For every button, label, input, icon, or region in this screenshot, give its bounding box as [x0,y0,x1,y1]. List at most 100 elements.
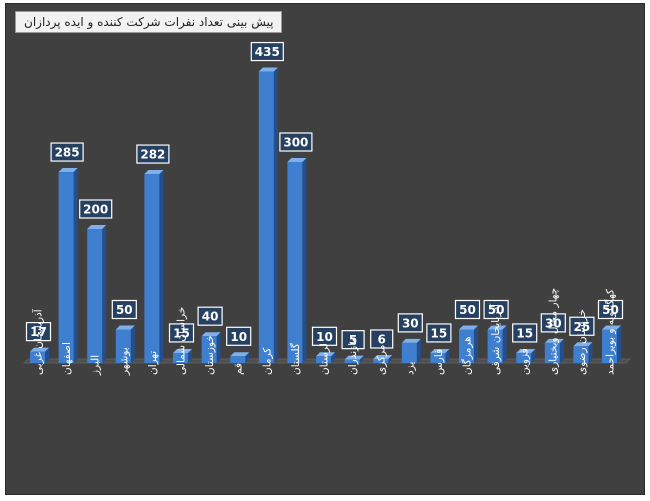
bar [201,336,217,363]
data-label: 50 [488,303,505,317]
bar-side [359,355,364,363]
bar-top [344,355,364,360]
data-label-box [341,330,365,350]
data-label: 30 [402,316,419,330]
data-label: 17 [30,325,47,339]
data-label-box [111,299,137,320]
data-label: 10 [230,330,247,344]
category-label: هرمزگان [461,336,474,375]
bar-side [245,352,250,363]
category-label: مازندران [347,337,359,375]
data-label: 50 [116,303,133,317]
bar [287,162,303,363]
bar-side [45,347,49,363]
data-label: 15 [173,326,190,340]
data-label: 15 [516,326,533,340]
chart-area: پیش بینی تعداد نفرات شرکت کننده و ایده پ… [5,3,645,495]
bar [487,329,503,363]
bar [87,229,103,363]
data-label-box [512,323,538,343]
data-label-box [250,41,284,62]
data-label-box [397,313,423,333]
bar-top [287,158,307,162]
category-label: مرکزی [376,345,388,375]
data-label-box [50,142,84,162]
data-label-box [311,326,338,346]
bar [516,352,532,363]
bar-top [30,347,49,352]
bar [459,329,474,363]
bar-side [531,348,536,363]
bar-top [459,325,478,330]
bar-top [487,325,507,330]
bar-top [115,325,135,330]
bar [115,329,131,363]
data-label-box [569,316,595,336]
bar-side [73,168,78,363]
bar [573,346,589,363]
category-label: قزوین [519,348,531,375]
category-label: آذربایجان غربی [32,308,45,375]
bar-top [602,325,621,330]
bar-side [445,348,450,363]
category-label: کرمان [261,348,273,375]
bar [430,352,446,363]
category-label: کهگیلویه و بویراحمد [604,289,617,375]
bar [602,329,617,363]
bar-side [102,225,107,363]
data-label: 10 [316,330,333,344]
data-label: 50 [459,303,476,317]
bar-side [302,158,307,363]
bar [144,174,160,363]
bar [316,356,331,363]
data-label-box [279,132,313,152]
data-label: 5 [349,333,357,347]
data-label-box [136,144,170,164]
bar-side [559,338,564,363]
bar-side [331,352,335,363]
data-label: 300 [283,136,308,150]
data-label-box [426,323,452,343]
bar [344,359,360,363]
bar-top [373,354,393,359]
category-label: خوزستان [204,335,216,375]
bar [30,351,45,363]
data-label: 30 [545,316,562,330]
category-label: لرستان [319,343,331,375]
data-label: 200 [83,203,108,217]
bar-side [388,354,393,363]
category-label: آذربایجان شرقی [489,303,502,375]
category-label: خراسان شمالی [176,307,188,375]
bar-side [617,325,621,363]
data-label: 50 [602,303,619,317]
bar-top [58,168,78,173]
data-label: 6 [378,332,386,346]
data-label-box [483,299,509,320]
category-label: البرز [90,355,102,376]
bar-top [573,342,593,347]
category-label: بوشهر [118,347,130,376]
data-label: 15 [431,326,448,340]
category-label: فارس [433,349,445,375]
data-label-box [370,329,394,349]
bar-side [216,332,221,363]
bar [401,342,417,363]
data-label-box [454,299,481,320]
data-label-box [25,322,52,342]
bar-top [516,348,536,353]
data-label: 285 [55,146,80,160]
chart-title: پیش بینی تعداد نفرات شرکت کننده و ایده پ… [15,11,283,33]
data-label: 40 [202,310,219,324]
bar-top [401,338,421,343]
bar-top [230,352,250,357]
data-label: 282 [140,148,165,162]
category-label: گلستان [289,343,302,375]
bar-side [273,67,278,364]
bar-side [416,338,421,363]
bar [258,71,274,364]
bar [58,172,74,363]
data-label: 25 [574,320,591,334]
category-label: اصفهان [61,342,73,375]
bar-side [188,348,192,363]
bar-top [173,348,192,353]
